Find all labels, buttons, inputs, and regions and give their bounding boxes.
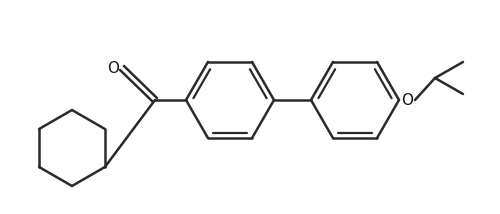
Text: O: O bbox=[107, 61, 119, 76]
Text: O: O bbox=[401, 92, 413, 107]
